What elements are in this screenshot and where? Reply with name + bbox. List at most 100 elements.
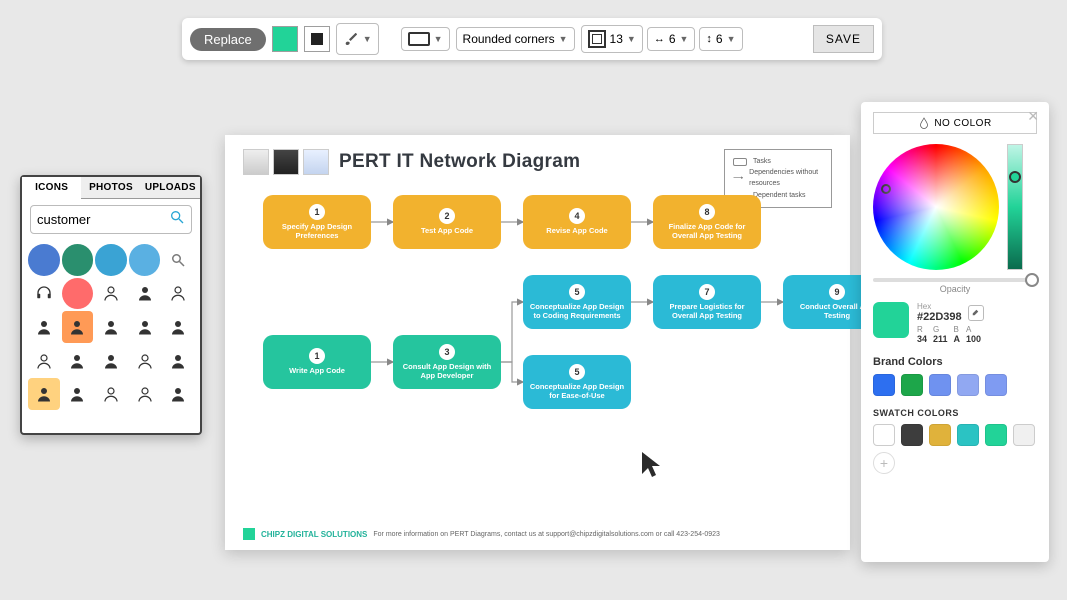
diagram-node-t5b[interactable]: 5Conceptualize App Design for Ease-of-Us… [523,355,631,409]
diagram-node-g3[interactable]: 3 Consult App Design with App Developer [393,335,501,389]
brand-colors-label: Brand Colors [873,356,1037,368]
icon-result-22[interactable] [95,378,127,410]
close-icon[interactable]: ✕ [1027,108,1039,125]
node-number: 7 [699,284,715,300]
add-swatch-button[interactable]: + [873,452,895,474]
g-label: G [933,325,939,334]
diagram-node-t7[interactable]: 7Prepare Logistics for Overall App Testi… [653,275,761,329]
icon-result-3[interactable] [129,244,161,276]
swatch-0[interactable] [873,424,895,446]
swatch-2[interactable] [929,424,951,446]
icon-result-16[interactable] [62,345,94,377]
brand-swatch-4[interactable] [985,374,1007,396]
brand-swatch-3[interactable] [957,374,979,396]
brand-swatch-1[interactable] [901,374,923,396]
icon-search-input[interactable] [37,212,169,227]
opacity-label: Opacity [873,284,1037,294]
icons-tab-uploads[interactable]: UPLOADS [141,177,200,199]
color-picker-panel: ✕ NO COLOR Opacity Hex #22D398 R34 G211 [861,102,1049,562]
node-label: Test App Code [421,227,473,236]
swatch-1[interactable] [901,424,923,446]
diagram-node-n2[interactable]: 2 Test App Code [393,195,501,249]
node-label: Specify App Design Preferences [269,223,365,240]
height-arrow-dropdown[interactable]: ↕ 6 ▼ [699,27,742,51]
hex-label: Hex [917,302,962,311]
icon-result-19[interactable] [162,345,194,377]
icon-result-13[interactable] [129,311,161,343]
diagram-canvas[interactable]: PERT IT Network Diagram Tasks ⟶Dependenc… [225,135,850,550]
brand-mark-icon [243,528,255,540]
node-number: 3 [439,344,455,360]
icon-result-8[interactable] [129,278,161,310]
shape-dropdown[interactable]: ▼ [401,27,450,51]
icon-result-5[interactable] [28,278,60,310]
brand-swatch-0[interactable] [873,374,895,396]
brand-swatch-2[interactable] [929,374,951,396]
brush-dropdown[interactable]: ▼ [336,23,379,55]
icon-result-9[interactable] [162,278,194,310]
diagram-node-t5a[interactable]: 5Conceptualize App Design to Coding Requ… [523,275,631,329]
opacity-slider[interactable] [873,278,1037,282]
node-number: 5 [569,284,585,300]
canvas-title: PERT IT Network Diagram [339,151,580,173]
node-number: 2 [439,208,455,224]
icon-result-1[interactable] [62,244,94,276]
arrow-vertical-icon: ↕ [706,33,712,45]
icon-result-11[interactable] [62,311,94,343]
node-number: 9 [829,284,845,300]
width-arrow-dropdown[interactable]: ↔ 6 ▼ [647,27,696,51]
icon-result-12[interactable] [95,311,127,343]
icon-result-15[interactable] [28,345,60,377]
search-icon[interactable] [169,209,185,230]
icon-result-20[interactable] [28,378,60,410]
diagram-node-n4[interactable]: 4Revise App Code [523,195,631,249]
icon-result-10[interactable] [28,311,60,343]
eyedropper-button[interactable] [968,305,984,321]
rectangle-icon [408,32,430,46]
diagram-node-n1[interactable]: 1Specify App Design Preferences [263,195,371,249]
fill-color-swatch[interactable] [272,26,298,52]
icon-result-14[interactable] [162,311,194,343]
stroke-color-swatch[interactable] [304,26,330,52]
swatch-colors-row [873,424,1037,446]
icon-result-0[interactable] [28,244,60,276]
icon-result-23[interactable] [129,378,161,410]
corners-dropdown[interactable]: Rounded corners ▼ [456,27,575,51]
icon-result-18[interactable] [129,345,161,377]
border-size-value: 13 [610,32,623,46]
diagram-node-n8[interactable]: 8Finalize App Code for Overall App Testi… [653,195,761,249]
icons-tab-icons[interactable]: ICONS [22,177,81,199]
icon-result-7[interactable] [95,278,127,310]
icons-tab-photos[interactable]: PHOTOS [81,177,140,199]
footer-brand: CHIPZ DIGITAL SOLUTIONS [261,530,367,539]
hex-value[interactable]: #22D398 [917,311,962,323]
brush-icon [343,28,359,50]
header-icons [243,149,329,175]
shade-slider[interactable] [1007,144,1023,270]
icon-result-2[interactable] [95,244,127,276]
node-label: Consult App Design with App Developer [399,363,495,380]
icon-result-24[interactable] [162,378,194,410]
swatch-4[interactable] [985,424,1007,446]
swatch-5[interactable] [1013,424,1035,446]
icon-result-21[interactable] [62,378,94,410]
nodes-layer: 1Specify App Design Preferences2Test App… [243,195,832,495]
swatch-3[interactable] [957,424,979,446]
header-icon-3 [303,149,329,175]
color-wheel[interactable] [873,144,999,270]
icon-result-6[interactable] [62,278,94,310]
r-label: R [917,325,923,334]
icons-grid [22,240,200,414]
no-color-button[interactable]: NO COLOR [873,112,1037,134]
icon-result-4[interactable] [162,244,194,276]
no-color-label: NO COLOR [934,118,991,129]
diagram-node-g1[interactable]: 1Write App Code [263,335,371,389]
node-number: 1 [309,348,325,364]
node-number: 8 [699,204,715,220]
replace-button[interactable]: Replace [190,28,266,51]
border-icon [588,30,606,48]
icon-result-17[interactable] [95,345,127,377]
eyedropper-icon [970,307,981,318]
border-size-dropdown[interactable]: 13 ▼ [581,25,643,53]
save-button[interactable]: SAVE [813,25,874,53]
